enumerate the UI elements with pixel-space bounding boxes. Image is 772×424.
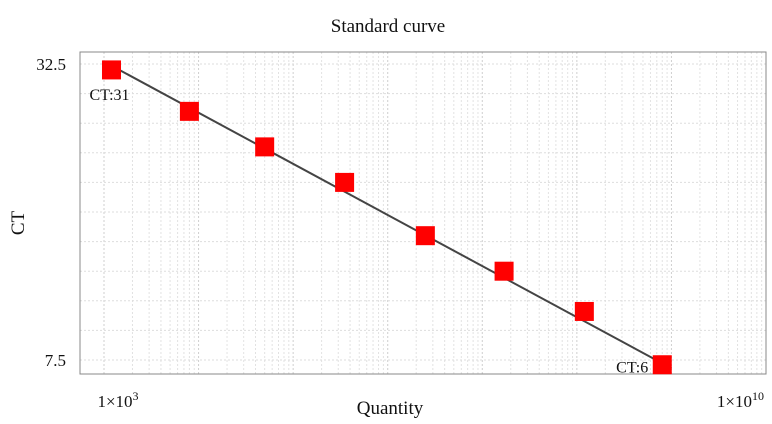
point-annotation: CT:31 xyxy=(89,87,129,104)
data-point xyxy=(494,261,514,281)
marks-layer xyxy=(101,60,672,375)
point-annotation: CT:6 xyxy=(616,360,648,377)
y-tick-label: 7.5 xyxy=(45,351,66,370)
x-tick-label: 1×1010 xyxy=(717,389,764,411)
data-point xyxy=(101,60,121,80)
tick-layer: 32.5 7.5 1×103 1×1010 xyxy=(36,55,764,411)
plot-frame xyxy=(79,51,767,375)
chart-title: Standard curve xyxy=(331,16,445,37)
y-axis-label: CT xyxy=(8,210,29,235)
annotations-layer: CT:31 CT:6 xyxy=(89,87,648,377)
grid-layer xyxy=(80,52,766,374)
data-point xyxy=(652,355,672,375)
data-point xyxy=(335,172,355,192)
y-tick-label: 32.5 xyxy=(36,55,66,74)
data-point xyxy=(255,137,275,157)
data-point xyxy=(574,301,594,321)
data-point xyxy=(415,226,435,246)
x-axis-label: Quantity xyxy=(357,398,424,419)
x-tick-label: 1×103 xyxy=(97,389,138,411)
data-point xyxy=(179,101,199,121)
